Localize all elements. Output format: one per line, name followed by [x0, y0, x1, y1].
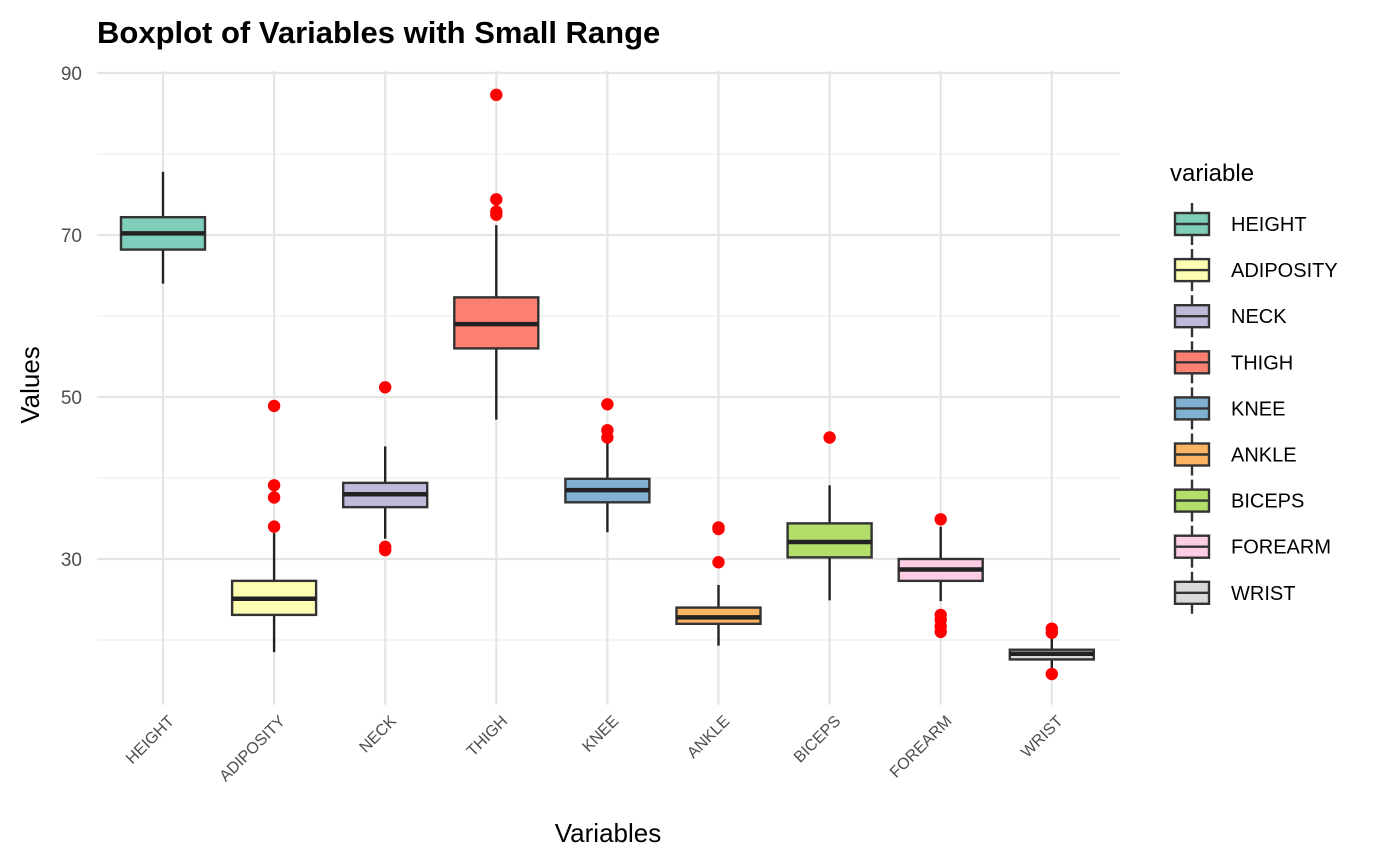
box-wrist — [1008, 622, 1095, 681]
x-tick-label: FOREARM — [887, 713, 956, 782]
legend: variable HEIGHT ADIPOSITY NECK THIGH KNEE ANK… — [1170, 160, 1338, 614]
y-axis-title: Values — [15, 346, 45, 424]
legend-item-neck: NECK — [1173, 295, 1287, 338]
outlier-point — [379, 540, 392, 554]
outlier-point — [601, 424, 614, 437]
outlier-point — [490, 193, 503, 206]
outlier-point — [823, 431, 836, 444]
legend-item-forearm: FOREARM — [1173, 525, 1331, 568]
x-tick-label: BICEPS — [791, 713, 845, 767]
legend-item-wrist: WRIST — [1173, 571, 1295, 614]
legend-title: variable — [1170, 160, 1254, 187]
outlier-point — [934, 513, 947, 526]
legend-item-height: HEIGHT — [1173, 203, 1307, 245]
legend-label: HEIGHT — [1231, 214, 1307, 236]
legend-item-adiposity: ADIPOSITY — [1173, 249, 1338, 292]
legend-item-thigh: THIGH — [1173, 341, 1293, 384]
boxes — [119, 88, 1095, 681]
y-axis-ticks: 30 50 70 90 — [61, 64, 82, 571]
outlier-point — [267, 520, 281, 533]
outlier-point — [601, 398, 614, 411]
legend-label: FOREARM — [1231, 537, 1331, 559]
box-thigh — [453, 88, 540, 420]
legend-label: THIGH — [1231, 352, 1293, 374]
legend-label: NECK — [1231, 306, 1287, 328]
outlier-point — [267, 491, 281, 504]
box-height — [119, 171, 207, 284]
box-forearm — [897, 513, 984, 639]
outlier-point — [267, 399, 281, 413]
box-adiposity — [230, 399, 318, 653]
legend-label: WRIST — [1231, 583, 1295, 605]
x-axis-ticks: HEIGHT ADIPOSITY NECK THIGH KNEE ANKLE BICEPS F… — [123, 713, 1067, 786]
x-tick-label: ADIPOSITY — [217, 713, 290, 786]
outlier-point — [1045, 667, 1059, 681]
legend-label: KNEE — [1231, 398, 1285, 420]
legend-item-ankle: ANKLE — [1173, 433, 1297, 476]
chart-title: Boxplot of Variables with Small Range — [97, 15, 660, 50]
legend-label: BICEPS — [1231, 491, 1304, 513]
legend-label: ADIPOSITY — [1231, 260, 1338, 282]
x-axis-title: Variables — [555, 818, 661, 848]
box-neck — [342, 381, 429, 557]
box-ankle — [675, 521, 762, 646]
box-biceps — [786, 431, 873, 601]
y-tick-label: 50 — [61, 388, 82, 409]
outlier-point — [712, 556, 725, 569]
outlier-point — [712, 521, 725, 534]
legend-item-biceps: BICEPS — [1173, 479, 1304, 522]
outlier-point — [490, 205, 503, 218]
x-tick-label: WRIST — [1018, 713, 1067, 762]
box-knee — [564, 398, 651, 533]
x-tick-label: HEIGHT — [123, 713, 178, 768]
x-tick-label: NECK — [357, 713, 401, 757]
outlier-point — [490, 88, 503, 102]
legend-label: ANKLE — [1231, 445, 1297, 467]
x-tick-label: ANKLE — [684, 713, 733, 762]
y-tick-label: 30 — [61, 550, 82, 571]
y-tick-label: 90 — [61, 64, 82, 85]
y-tick-label: 70 — [61, 226, 82, 247]
x-tick-label: KNEE — [579, 713, 622, 756]
outlier-point — [267, 479, 281, 492]
outlier-point — [1045, 622, 1059, 635]
outlier-point — [934, 608, 947, 622]
legend-item-knee: KNEE — [1173, 387, 1285, 430]
outlier-point — [379, 381, 392, 394]
x-tick-label: THIGH — [464, 713, 511, 760]
